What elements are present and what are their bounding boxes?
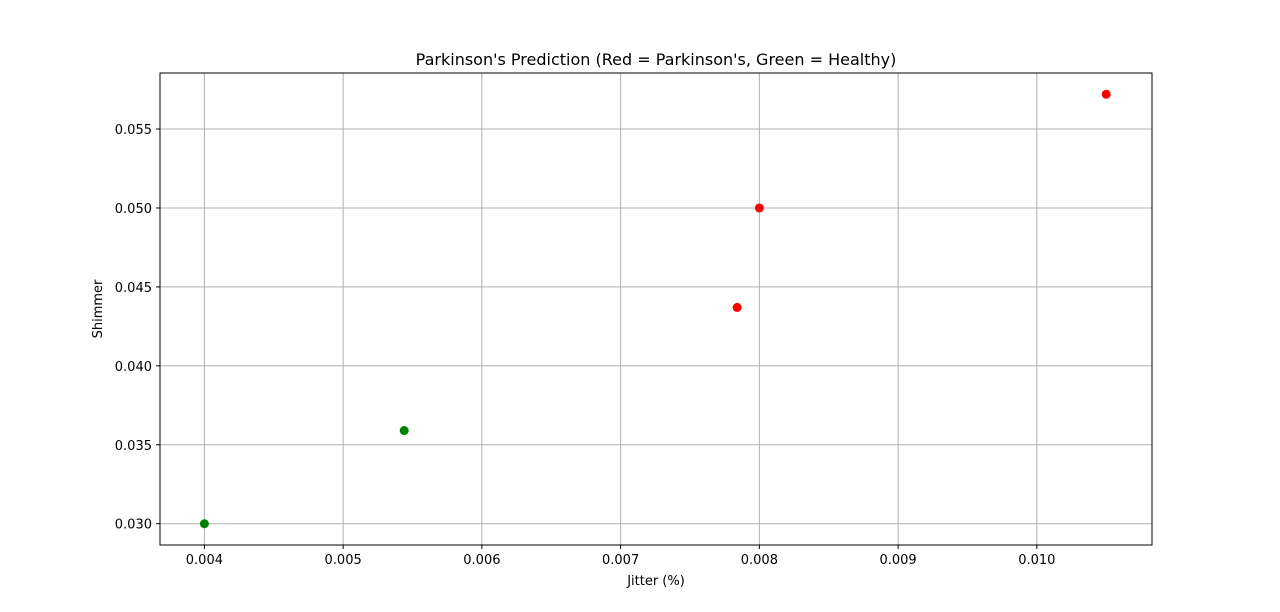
scatter-point [399,426,409,436]
x-tick-label: 0.006 [463,553,500,568]
x-tick-label: 0.010 [1018,553,1055,568]
y-tick-label: 0.055 [115,123,152,138]
x-tick-label: 0.007 [602,553,639,568]
y-tick-label: 0.040 [115,360,152,375]
x-tick-label: 0.009 [879,553,916,568]
x-tick-label: 0.005 [325,553,362,568]
y-tick-label: 0.050 [115,202,152,217]
grid [160,73,1152,545]
y-tick-label: 0.030 [115,518,152,533]
ticks: 0.004 0.005 0.006 0.007 0.008 0.009 0.010 0.030… [115,123,1056,568]
x-tick-label: 0.004 [186,553,223,568]
scatter-point [1101,89,1111,99]
plot-frame [159,72,1153,546]
scatter-point [199,519,209,529]
data-points [199,89,1111,529]
x-axis-title: Jitter (%) [626,574,685,589]
chart-title: Parkinson's Prediction (Red = Parkinson'… [416,50,897,69]
x-tick-label: 0.008 [741,553,778,568]
y-tick-label: 0.035 [115,439,152,454]
y-axis-title: Shimmer [91,279,106,338]
scatter-point [754,203,764,213]
scatter-point [732,302,742,312]
y-tick-label: 0.045 [115,281,152,296]
